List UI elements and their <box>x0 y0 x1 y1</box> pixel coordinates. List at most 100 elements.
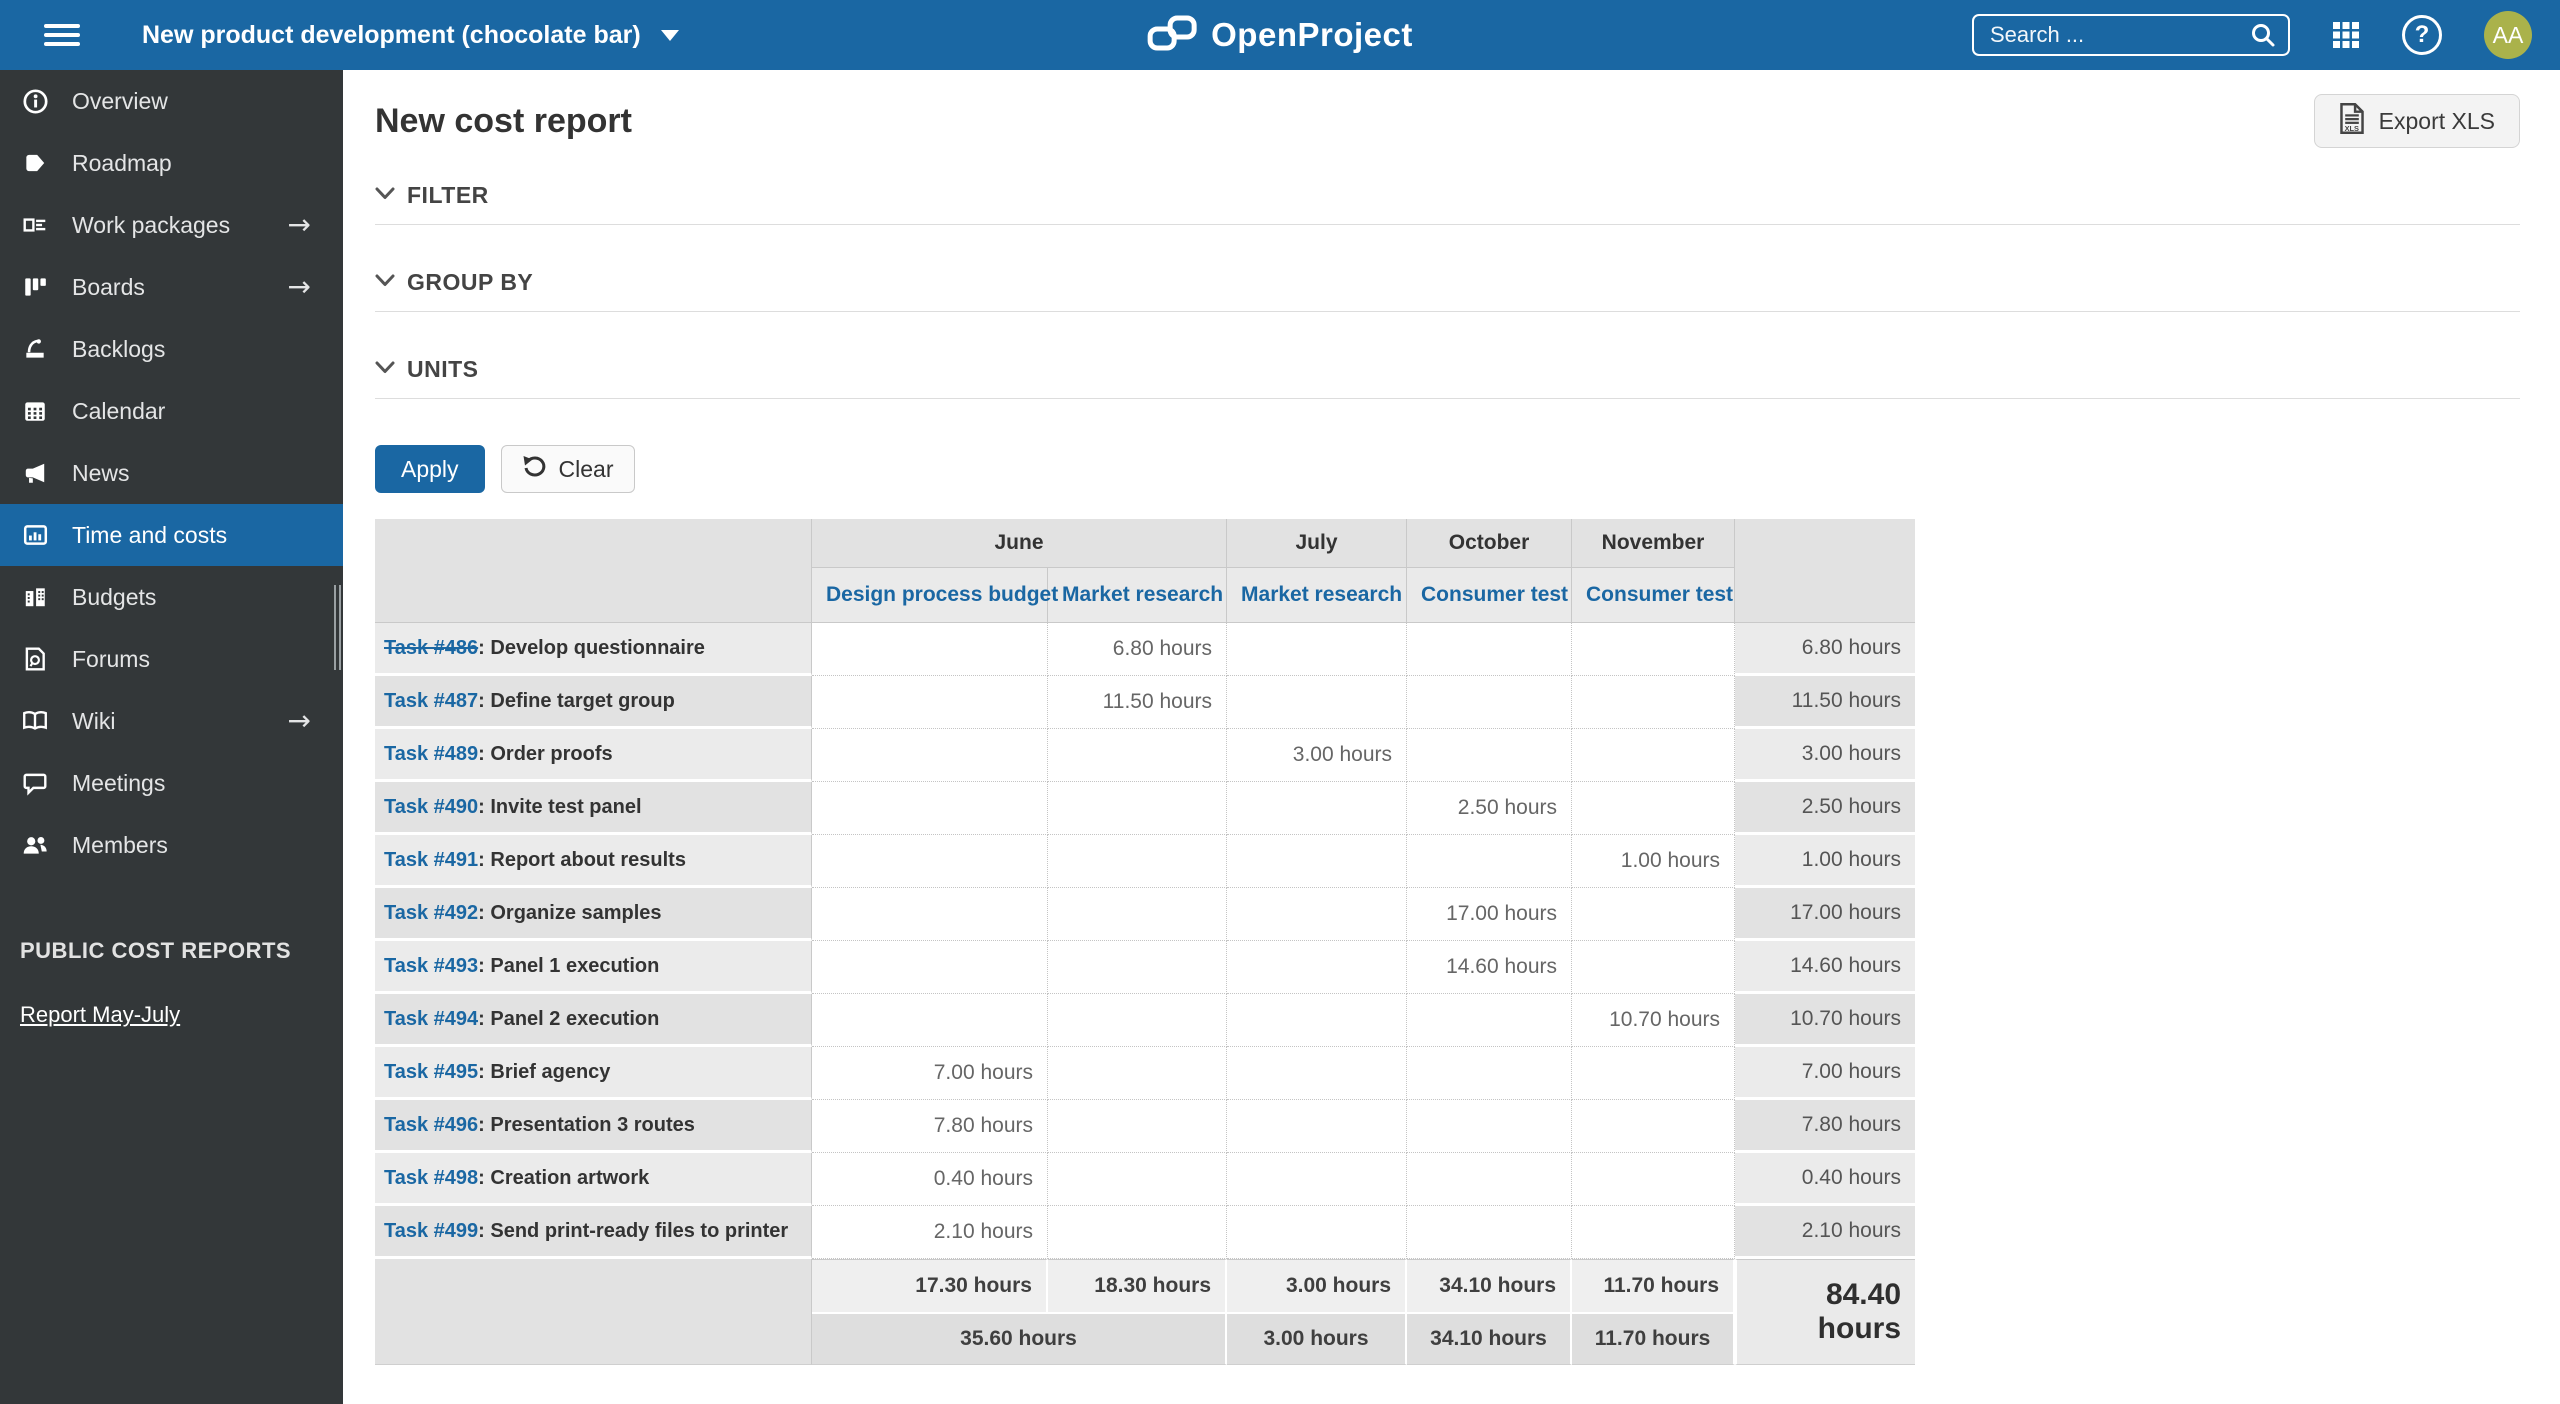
task-link[interactable]: Task #486 <box>384 636 479 659</box>
group-totals-row: 35.60 hours 3.00 hours 34.10 hours 11.70 ho… <box>375 1312 1915 1365</box>
sidebar-item-forums[interactable]: Forums <box>0 628 343 690</box>
task-link[interactable]: Task #490 <box>384 795 479 818</box>
task-description: : Organize samples <box>478 901 662 924</box>
section-toggle-units[interactable]: UNITS <box>375 356 479 383</box>
task-link[interactable]: Task #494 <box>384 1007 479 1030</box>
sidebar-item-calendar[interactable]: Calendar <box>0 380 343 442</box>
sidebar-report-link[interactable]: Report May-July <box>20 1002 181 1027</box>
cell-value <box>1048 782 1228 835</box>
task-link[interactable]: Task #495 <box>384 1060 479 1083</box>
openproject-logo[interactable]: OpenProject <box>1147 15 1413 56</box>
apps-grid-icon[interactable] <box>2332 21 2360 49</box>
arrow-right-icon[interactable]: → <box>287 208 311 241</box>
cell-value <box>1227 676 1408 729</box>
task-cell: Task #490: Invite test panel <box>375 782 812 835</box>
cell-value <box>1407 835 1573 888</box>
task-link[interactable]: Task #498 <box>384 1166 479 1189</box>
cell-value <box>1572 676 1736 729</box>
task-cell: Task #496: Presentation 3 routes <box>375 1100 812 1153</box>
search-icon[interactable] <box>2250 22 2276 48</box>
sidebar-item-time-and-costs[interactable]: Time and costs <box>0 504 343 566</box>
unit-header-row: Design process budget Market research Mark… <box>375 568 1915 623</box>
sidebar-item-news[interactable]: News <box>0 442 343 504</box>
apply-button[interactable]: Apply <box>375 445 485 493</box>
cell-value: 7.00 hours <box>812 1047 1048 1100</box>
column-header-link[interactable]: Consumer test <box>1421 583 1569 606</box>
help-icon[interactable]: ? <box>2402 15 2442 55</box>
month-header-november: November <box>1572 519 1736 568</box>
table-row: Task #487: Define target group 11.50 hour… <box>375 676 1916 729</box>
clear-button[interactable]: Clear <box>500 445 635 493</box>
sidebar-item-work-packages[interactable]: Work packages → <box>0 194 343 256</box>
undo-icon <box>522 455 547 484</box>
sidebar-resize-handle[interactable] <box>334 585 341 670</box>
task-description: : Brief agency <box>478 1060 611 1083</box>
row-total: 1.00 hours <box>1735 835 1916 888</box>
table-row: Task #499: Send print-ready files to pri… <box>375 1206 1916 1259</box>
task-description: : Report about results <box>478 848 686 871</box>
column-header-link[interactable]: Market research <box>1062 583 1224 606</box>
section-units: UNITS <box>375 356 2520 399</box>
section-toggle-filter[interactable]: FILTER <box>375 182 489 209</box>
sidebar-item-wiki[interactable]: Wiki → <box>0 690 343 752</box>
cell-value <box>1407 1100 1573 1153</box>
task-link[interactable]: Task #492 <box>384 901 479 924</box>
task-cell: Task #487: Define target group <box>375 676 812 729</box>
group-total: 11.70 hours <box>1572 1312 1736 1365</box>
cell-value: 1.00 hours <box>1572 835 1736 888</box>
collapse-sections: FILTER GROUP BY UNITS <box>375 182 2520 399</box>
column-header-link[interactable]: Design process budget <box>826 583 1059 606</box>
sidebar-item-members[interactable]: Members <box>0 814 343 876</box>
table-row: Task #486: Develop questionnaire 6.80 hou… <box>375 623 1916 676</box>
boards-icon <box>20 272 50 302</box>
row-total: 2.50 hours <box>1735 782 1916 835</box>
task-link[interactable]: Task #496 <box>384 1113 479 1136</box>
sidebar-item-boards[interactable]: Boards → <box>0 256 343 318</box>
column-header-link[interactable]: Consumer test <box>1586 583 1734 606</box>
forums-icon <box>20 644 50 674</box>
group-total: 34.10 hours <box>1407 1312 1573 1365</box>
time-costs-icon <box>20 520 50 550</box>
project-switcher[interactable]: New product development (chocolate bar) <box>142 21 679 50</box>
avatar[interactable]: AA <box>2484 11 2532 59</box>
task-link[interactable]: Task #487 <box>384 689 479 712</box>
month-header-row: June July October November <box>375 519 1916 623</box>
cell-value <box>1407 1047 1573 1100</box>
cell-value <box>1048 941 1228 994</box>
sidebar-item-label: Backlogs <box>72 335 166 362</box>
top-header-bar: New product development (chocolate bar) … <box>0 0 2560 70</box>
cell-value <box>1572 729 1736 782</box>
sidebar-item-overview[interactable]: Overview <box>0 70 343 132</box>
arrow-right-icon[interactable]: → <box>287 270 311 303</box>
hamburger-menu-icon[interactable] <box>44 19 80 51</box>
column-header-2: Market research <box>1227 568 1408 623</box>
table-corner-cell <box>375 519 812 623</box>
task-link[interactable]: Task #489 <box>384 742 479 765</box>
section-toggle-group-by[interactable]: GROUP BY <box>375 269 533 296</box>
arrow-right-icon[interactable]: → <box>287 704 311 737</box>
chevron-down-icon <box>375 187 395 205</box>
export-xls-button[interactable]: XLS Export XLS <box>2313 94 2520 148</box>
cell-value <box>1572 1047 1736 1100</box>
sidebar-item-backlogs[interactable]: Backlogs <box>0 318 343 380</box>
cell-value <box>812 994 1048 1047</box>
task-link[interactable]: Task #499 <box>384 1219 479 1242</box>
global-search[interactable] <box>1972 14 2290 56</box>
work-packages-icon <box>20 210 50 240</box>
column-header-link[interactable]: Market research <box>1241 583 1403 606</box>
row-total: 11.50 hours <box>1735 676 1916 729</box>
search-input[interactable] <box>1988 21 2250 49</box>
column-total: 17.30 hours <box>812 1259 1048 1312</box>
task-cell: Task #494: Panel 2 execution <box>375 994 812 1047</box>
sidebar-item-meetings[interactable]: Meetings <box>0 752 343 814</box>
task-link[interactable]: Task #493 <box>384 954 479 977</box>
sidebar-item-roadmap[interactable]: Roadmap <box>0 132 343 194</box>
task-link[interactable]: Task #491 <box>384 848 479 871</box>
cost-report-table: June July October November Design process bu… <box>375 519 1916 1365</box>
svg-text:XLS: XLS <box>2344 123 2358 132</box>
cell-value <box>1572 888 1736 941</box>
sidebar-item-budgets[interactable]: Budgets <box>0 566 343 628</box>
budgets-icon <box>20 582 50 612</box>
cell-value <box>1572 782 1736 835</box>
sidebar-item-label: Overview <box>72 87 168 114</box>
